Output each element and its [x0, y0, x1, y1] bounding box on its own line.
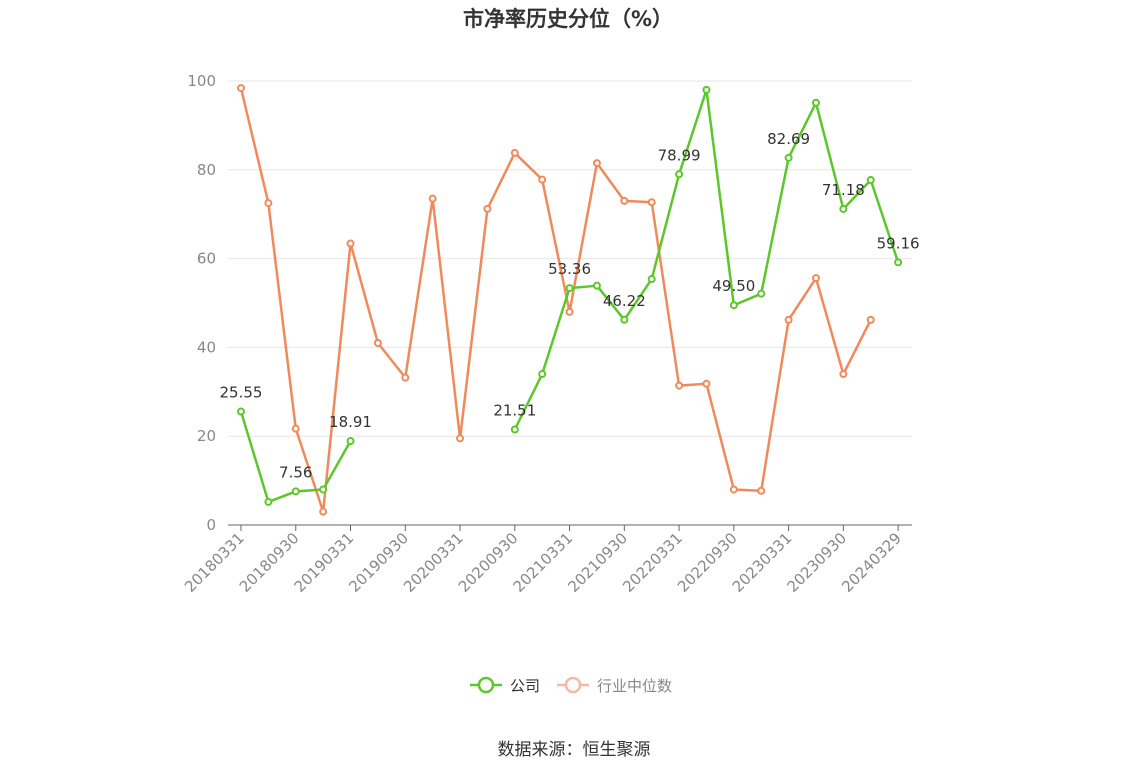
- y-tick-label: 40: [197, 338, 216, 356]
- data-point[interactable]: [291, 487, 300, 496]
- series-layer: [237, 84, 903, 516]
- data-point[interactable]: [866, 315, 875, 324]
- data-point[interactable]: [510, 148, 519, 157]
- data-point[interactable]: [291, 424, 300, 433]
- data-point[interactable]: [894, 258, 903, 267]
- legend[interactable]: 公司 行业中位数: [470, 676, 672, 695]
- data-point[interactable]: [866, 176, 875, 185]
- data-label: 21.51: [493, 401, 536, 419]
- y-tick-label: 100: [187, 72, 216, 90]
- legend-label: 行业中位数: [597, 677, 672, 695]
- data-point[interactable]: [620, 315, 629, 324]
- data-label: 18.91: [329, 413, 372, 431]
- y-tick-label: 60: [197, 250, 216, 268]
- data-point[interactable]: [319, 485, 328, 494]
- y-tick-label: 20: [197, 427, 216, 445]
- series-line-1: [239, 87, 872, 513]
- data-labels: 25.55 7.56 18.91 21.51 53.36 46.22 78.99 49.50 8…: [220, 130, 920, 482]
- data-source: 数据来源：恒生聚源: [498, 740, 651, 760]
- data-point[interactable]: [729, 301, 738, 310]
- data-label: 49.50: [712, 277, 755, 295]
- data-label: 71.18: [822, 181, 865, 199]
- data-label: 53.36: [548, 260, 591, 278]
- data-point[interactable]: [675, 170, 684, 179]
- data-label: 46.22: [603, 292, 646, 310]
- data-point[interactable]: [565, 307, 574, 316]
- data-label: 59.16: [877, 234, 920, 252]
- data-point[interactable]: [401, 373, 410, 382]
- data-point[interactable]: [264, 199, 273, 208]
- legend-marker: [477, 676, 495, 694]
- y-axis: 0 20 40 60 80 100: [187, 72, 216, 534]
- data-point[interactable]: [565, 284, 574, 293]
- data-point[interactable]: [592, 281, 601, 290]
- data-label: 78.99: [658, 146, 701, 164]
- data-point[interactable]: [757, 289, 766, 298]
- data-point[interactable]: [538, 370, 547, 379]
- legend-item-0[interactable]: 公司: [470, 676, 540, 695]
- data-point[interactable]: [757, 486, 766, 495]
- data-point[interactable]: [237, 407, 245, 416]
- data-point[interactable]: [456, 434, 465, 443]
- data-point[interactable]: [483, 204, 492, 213]
- data-point[interactable]: [647, 198, 656, 207]
- data-point[interactable]: [647, 275, 656, 284]
- data-point[interactable]: [702, 85, 711, 94]
- data-point[interactable]: [839, 370, 848, 379]
- grid-lines: [228, 80, 912, 437]
- data-point[interactable]: [346, 437, 355, 446]
- data-point[interactable]: [811, 274, 820, 283]
- data-point[interactable]: [729, 485, 738, 494]
- legend-item-1[interactable]: 行业中位数: [557, 676, 672, 695]
- data-label: 82.69: [767, 130, 810, 148]
- data-point[interactable]: [428, 194, 437, 203]
- y-tick-label: 80: [197, 161, 216, 179]
- x-axis: 2018033120180930201903312019093020200331…: [181, 524, 912, 596]
- x-tick-label: 20240329: [838, 529, 905, 596]
- chart-title: 市净率历史分位（%）: [463, 7, 673, 31]
- data-point[interactable]: [620, 196, 629, 205]
- data-point[interactable]: [811, 98, 820, 107]
- data-point[interactable]: [237, 84, 245, 93]
- data-point[interactable]: [592, 159, 601, 168]
- data-label: 25.55: [220, 384, 263, 402]
- data-point[interactable]: [319, 507, 328, 516]
- data-point[interactable]: [839, 204, 848, 213]
- data-point[interactable]: [675, 381, 684, 390]
- data-point[interactable]: [346, 239, 355, 248]
- data-point[interactable]: [264, 497, 273, 506]
- data-point[interactable]: [702, 379, 711, 388]
- data-point[interactable]: [510, 425, 519, 434]
- data-point[interactable]: [373, 338, 382, 347]
- legend-label: 公司: [510, 677, 540, 695]
- legend-marker: [564, 676, 582, 694]
- data-label: 7.56: [279, 463, 312, 481]
- data-point[interactable]: [784, 153, 793, 162]
- data-point[interactable]: [784, 315, 793, 324]
- y-tick-label: 0: [206, 516, 216, 534]
- data-point[interactable]: [538, 175, 547, 184]
